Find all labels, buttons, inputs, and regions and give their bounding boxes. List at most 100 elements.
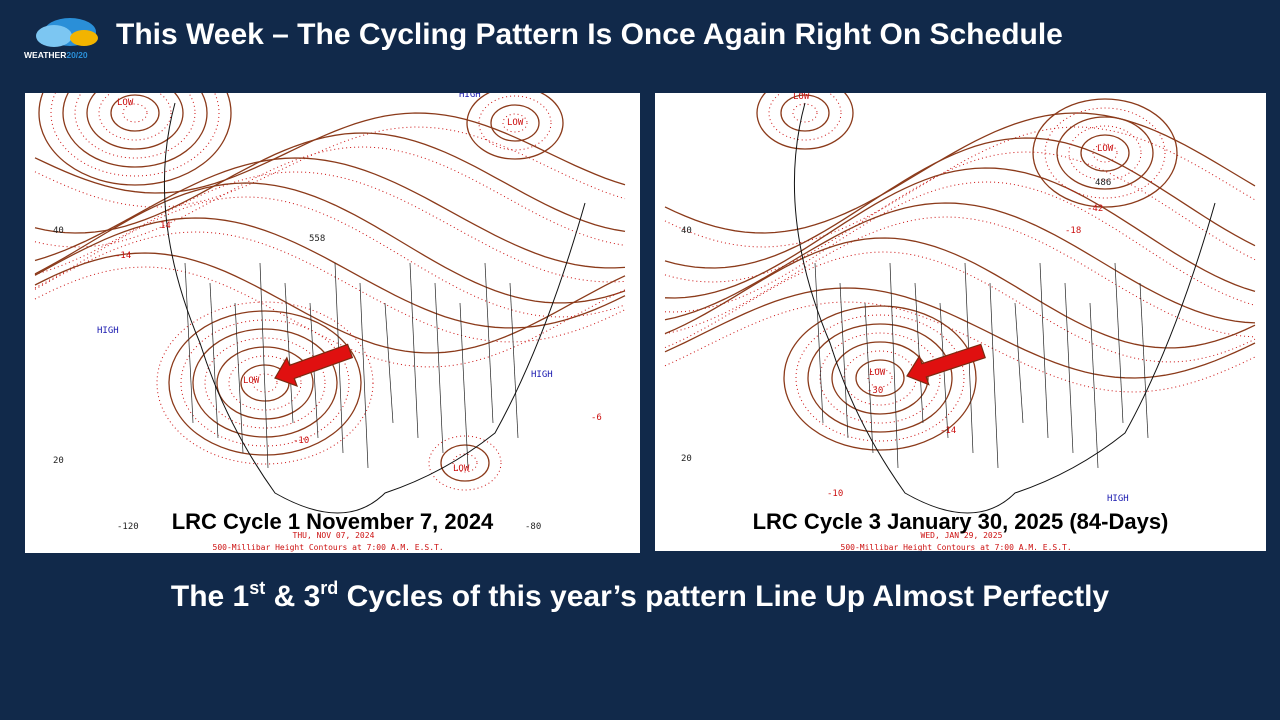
low-contour — [192, 328, 338, 438]
state-border — [914, 282, 924, 424]
weather-map: LOW LOW LOW HIGH 40 20 -10 -30 -42 -18 -14 486 LRC C… — [655, 93, 1266, 551]
contour-line — [664, 202, 1256, 324]
contour-line — [34, 252, 626, 354]
slide-footer: The 1st & 3rd Cycles of this year’s patt… — [0, 578, 1280, 614]
dotted-contour — [664, 301, 1256, 393]
state-border — [209, 282, 219, 439]
red-arrow — [274, 343, 354, 388]
logo-cloud — [36, 25, 72, 47]
footer-sup: st — [249, 578, 266, 598]
state-border — [384, 302, 394, 424]
map-footer: 500-Millibar Height Contours at 7:00 A.M… — [213, 543, 444, 552]
coastline — [163, 102, 586, 514]
low-contour — [38, 93, 232, 186]
low-contour — [168, 310, 362, 456]
state-border — [814, 262, 824, 424]
map-label: HIGH — [1107, 494, 1129, 504]
map-label: -18 — [1065, 226, 1081, 236]
dotted-contour — [34, 171, 626, 283]
low-contour — [98, 93, 172, 141]
low-contour — [502, 113, 528, 133]
contour-line — [34, 182, 626, 304]
map-label: 40 — [53, 226, 64, 236]
low-contour — [768, 93, 842, 141]
state-border — [234, 302, 244, 454]
map-label: LOW — [507, 118, 524, 128]
map-label: 20 — [681, 454, 692, 464]
low-contour — [478, 95, 552, 151]
low-contour — [466, 93, 564, 160]
state-border — [1014, 302, 1024, 424]
map-label: -42 — [1087, 204, 1103, 214]
low-contour — [86, 93, 184, 150]
map-label: 558 — [309, 234, 325, 244]
low-contour — [819, 332, 941, 424]
contour-line — [664, 167, 1256, 299]
state-border — [409, 262, 419, 439]
low-contour — [783, 305, 977, 451]
contour-line — [664, 137, 1256, 269]
map-label: HIGH — [531, 370, 553, 380]
logo-brand: WEATHER20/20 — [24, 50, 88, 60]
low-contour — [428, 435, 502, 491]
contour-line — [664, 287, 1256, 379]
low-contour — [867, 368, 893, 388]
dotted-contour — [664, 126, 1256, 248]
footer-sup: rd — [320, 578, 339, 598]
state-border — [184, 262, 194, 424]
map-label: HIGH — [459, 93, 481, 100]
map-label: LOW — [1097, 144, 1114, 154]
state-border — [459, 302, 469, 469]
low-contour — [1080, 134, 1130, 172]
state-border — [259, 262, 269, 469]
map-label: -120 — [117, 522, 139, 532]
logo-sun — [70, 30, 98, 46]
low-contour — [228, 355, 302, 411]
low-contour — [122, 103, 148, 123]
logo: WEATHER20/20 — [24, 18, 98, 60]
low-contour — [62, 93, 208, 168]
state-border — [484, 262, 494, 424]
low-contour — [490, 104, 540, 142]
map-label: LOW — [453, 464, 470, 474]
contour-line — [34, 132, 626, 234]
coastline — [793, 102, 1216, 514]
state-border — [1139, 282, 1149, 439]
map-label: -10 — [293, 436, 309, 446]
low-contour — [843, 350, 917, 406]
low-contour — [795, 314, 965, 442]
map-footer: 500-Millibar Height Contours at 7:00 A.M… — [841, 543, 1072, 551]
low-contour — [1068, 125, 1142, 181]
map-label: -6 — [591, 413, 602, 423]
state-border — [839, 282, 849, 439]
low-contour — [855, 359, 905, 397]
map-label: 486 — [1095, 178, 1111, 188]
dotted-contour — [34, 126, 626, 208]
low-contour — [110, 94, 160, 132]
footer-text: The 1 — [170, 580, 250, 613]
dotted-contour — [664, 251, 1256, 363]
contour-line — [664, 237, 1256, 349]
map-caption: LRC Cycle 3 January 30, 2025 (84-Days) — [753, 509, 1169, 534]
map-caption: LRC Cycle 1 November 7, 2024 — [172, 509, 494, 534]
state-border — [434, 282, 444, 454]
low-contour — [74, 93, 196, 159]
low-contour — [452, 453, 478, 473]
map-label: LOW — [869, 368, 886, 378]
state-border — [284, 282, 294, 424]
state-border — [1089, 302, 1099, 469]
map-label: LOW — [793, 93, 810, 102]
map-label: LOW — [243, 376, 260, 386]
low-contour — [1056, 116, 1154, 190]
slide-title: This Week – The Cycling Pattern Is Once … — [116, 18, 1063, 51]
weather-map: LOW LOW LOW LOW HIGH HIGH HIGH -120 -80 40 20 14 -14… — [25, 93, 640, 553]
footer-text: Cycles of this year’s pattern Line Up Al… — [338, 580, 1110, 613]
contour-line — [34, 157, 626, 269]
map-label: -10 — [827, 489, 843, 499]
low-contour — [440, 444, 490, 482]
low-contour — [216, 346, 314, 420]
low-contour — [50, 93, 220, 177]
map-label: -14 — [115, 251, 131, 261]
state-border — [889, 262, 899, 469]
